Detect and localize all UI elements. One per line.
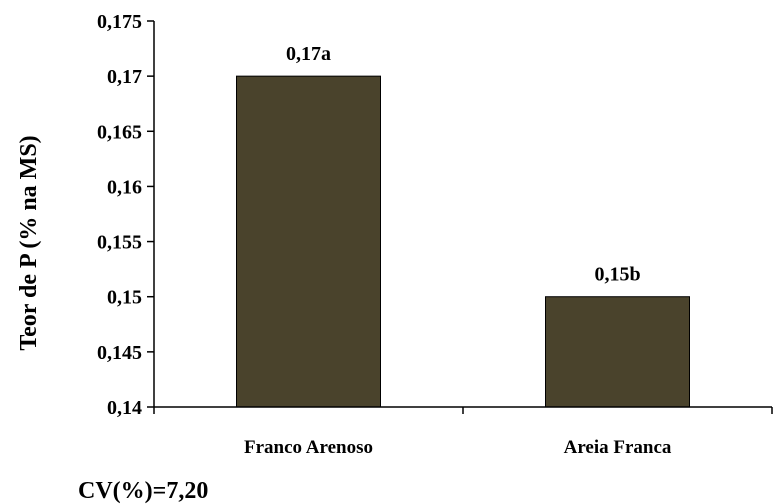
category-labels: Franco Arenoso Areia Franca (244, 437, 672, 458)
y-tick-label: 0,15 (107, 287, 142, 309)
cv-note: CV(%)=7,20 (78, 478, 208, 504)
y-tick-label: 0,155 (97, 232, 142, 254)
y-tick-label: 0,175 (97, 11, 142, 33)
y-tick-label: 0,17 (107, 66, 142, 88)
data-labels: 0,17a 0,15b (286, 43, 641, 286)
category-label: Areia Franca (564, 437, 672, 458)
y-tick-label: 0,165 (97, 121, 142, 143)
bar (236, 75, 381, 408)
bars (236, 75, 690, 408)
y-axis-title: Teor de P (% na MS) (16, 135, 42, 350)
x-axis-ticks (153, 407, 773, 414)
bar (545, 296, 690, 408)
data-label: 0,15b (594, 264, 640, 286)
y-tick-label: 0,16 (107, 176, 142, 198)
data-label: 0,17a (286, 43, 331, 65)
category-label: Franco Arenoso (244, 437, 373, 458)
y-tick-label: 0,145 (97, 342, 142, 364)
y-tick-label: 0,14 (107, 397, 142, 419)
y-axis-ticks: 0,14 0,145 0,15 0,155 0,16 0,165 0,17 0,175 (97, 11, 154, 419)
